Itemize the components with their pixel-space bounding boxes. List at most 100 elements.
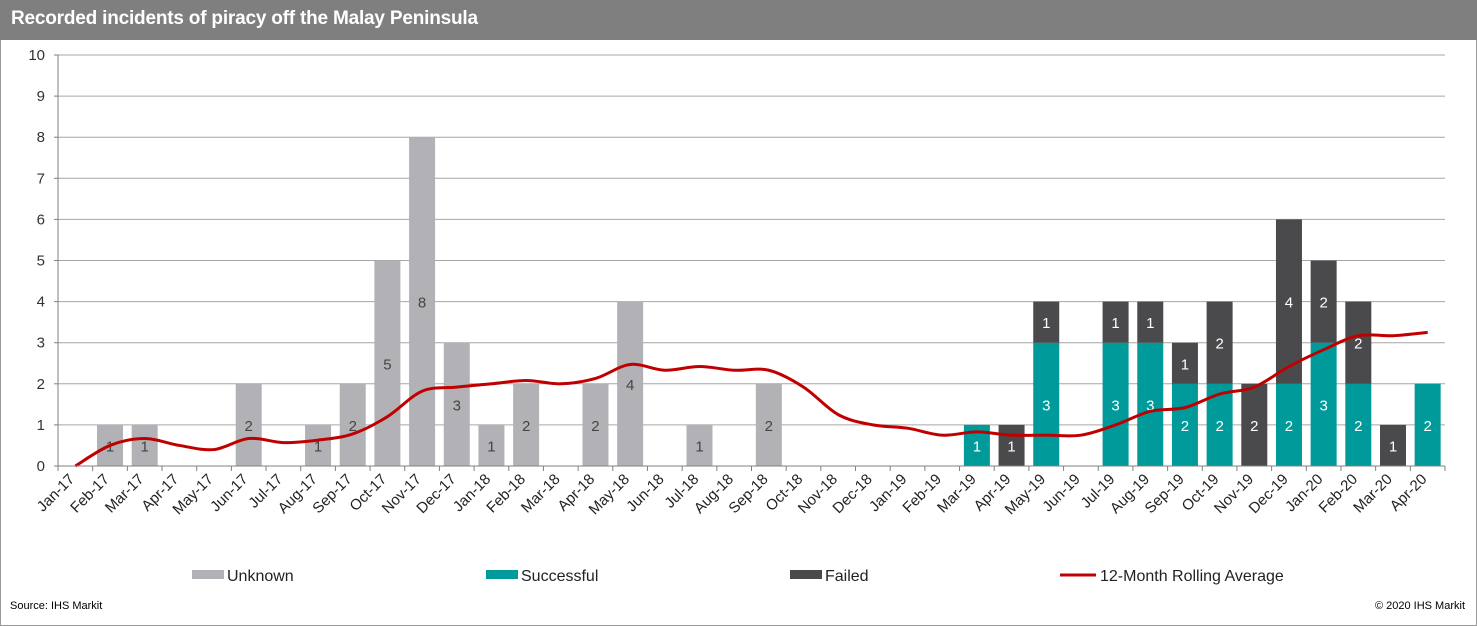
- x-tick-label: Sep-17: [309, 471, 355, 517]
- bar-unknown: [582, 383, 609, 466]
- bar-data-label: 2: [1354, 336, 1362, 353]
- bar-failed: [998, 424, 1025, 466]
- bar-successful: [1345, 383, 1372, 466]
- bar-unknown: [235, 383, 262, 466]
- legend-label: 12-Month Rolling Average: [1100, 568, 1284, 585]
- bar-data-label: 1: [695, 438, 703, 455]
- bar-data-label: 2: [1354, 418, 1362, 435]
- y-tick-label: 10: [28, 47, 45, 64]
- bar-data-label: 3: [1042, 397, 1050, 414]
- legend-label: Successful: [521, 568, 598, 585]
- bar-data-label: 1: [1146, 315, 1154, 332]
- bar-data-label: 4: [1285, 295, 1293, 312]
- bar-failed: [1241, 383, 1268, 466]
- x-tick-label: Dec-19: [1246, 471, 1292, 517]
- bar-unknown: [755, 383, 782, 466]
- x-tick-label: Dec-18: [829, 471, 875, 517]
- bar-successful: [1171, 383, 1198, 466]
- y-tick-label: 0: [37, 458, 45, 475]
- x-tick-label: Jun-18: [623, 471, 667, 515]
- bar-successful: [1310, 342, 1337, 466]
- legend-label: Unknown: [227, 568, 294, 585]
- y-tick-label: 1: [37, 417, 45, 434]
- bar-failed: [1345, 301, 1372, 384]
- bar-failed: [1310, 260, 1337, 343]
- bar-data-label: 2: [765, 418, 773, 435]
- y-tick-label: 2: [37, 376, 45, 393]
- bar-data-label: 2: [1285, 418, 1293, 435]
- bar-data-label: 2: [1181, 418, 1189, 435]
- x-tick-label: Sep-19: [1142, 471, 1188, 517]
- bar-data-label: 3: [1111, 397, 1119, 414]
- x-tick-label: Dec-17: [413, 471, 459, 517]
- x-tick-label: Sep-18: [725, 471, 771, 517]
- y-tick-label: 3: [37, 335, 45, 352]
- bar-data-label: 1: [1007, 438, 1015, 455]
- bar-unknown: [513, 383, 540, 466]
- bar-data-label: 8: [418, 295, 426, 312]
- source-note: Source: IHS Markit: [10, 600, 103, 612]
- bar-data-label: 2: [1215, 418, 1223, 435]
- bar-data-label: 1: [487, 438, 495, 455]
- x-tick-label: Mar-19: [934, 471, 980, 517]
- bar-failed: [1033, 301, 1060, 343]
- bar-data-label: 3: [453, 397, 461, 414]
- bar-failed: [1171, 342, 1198, 384]
- y-tick-label: 6: [37, 211, 45, 228]
- bar-failed: [1379, 424, 1406, 466]
- bar-unknown: [443, 342, 470, 466]
- bar-data-label: 1: [1181, 356, 1189, 373]
- copyright-note: © 2020 IHS Markit: [1374, 600, 1465, 612]
- bar-data-label: 2: [522, 418, 530, 435]
- bar-unknown: [339, 383, 366, 466]
- bar-data-label: 1: [973, 438, 981, 455]
- rolling-average-line: [74, 330, 1428, 468]
- bar-failed: [1275, 219, 1302, 384]
- legend-label: Failed: [825, 568, 869, 585]
- legend-swatch-unknown: [192, 570, 224, 579]
- bar-failed: [1102, 301, 1129, 343]
- x-tick-label: Jun-17: [207, 471, 251, 515]
- bar-unknown: [686, 424, 713, 466]
- bar-unknown: [478, 424, 505, 466]
- bar-data-label: 2: [349, 418, 357, 435]
- title-bar: Recorded incidents of piracy off the Mal…: [0, 0, 1477, 40]
- bar-data-label: 1: [141, 438, 149, 455]
- bar-data-label: 4: [626, 377, 634, 394]
- bar-successful: [1414, 383, 1441, 466]
- y-tick-label: 4: [37, 294, 45, 311]
- bar-data-label: 3: [1319, 397, 1327, 414]
- bar-data-label: 2: [1250, 418, 1258, 435]
- bar-data-label: 5: [383, 356, 391, 373]
- bar-data-label: 1: [1042, 315, 1050, 332]
- bar-successful: [1102, 342, 1129, 466]
- bar-data-label: 3: [1146, 397, 1154, 414]
- bar-data-label: 1: [1111, 315, 1119, 332]
- bar-data-label: 2: [1319, 295, 1327, 312]
- bar-failed: [1137, 301, 1164, 343]
- x-tick-label: Apr-20: [1387, 471, 1431, 515]
- legend: Unknown Successful Failed 12-Month Rolling …: [192, 568, 1284, 585]
- bar-data-label: 2: [245, 418, 253, 435]
- bar-failed: [1206, 301, 1233, 384]
- y-tick-label: 7: [37, 170, 45, 187]
- y-tick-label: 9: [37, 88, 45, 105]
- bar-unknown: [409, 137, 436, 466]
- bar-unknown: [131, 424, 158, 466]
- bar-unknown: [305, 424, 332, 466]
- legend-swatch-successful: [486, 570, 518, 579]
- bar-data-label: 2: [1215, 336, 1223, 353]
- bar-data-label: 2: [591, 418, 599, 435]
- bar-successful: [1033, 342, 1060, 466]
- bar-unknown: [374, 260, 401, 466]
- legend-swatch-failed: [790, 570, 822, 579]
- bar-data-label: 1: [1389, 438, 1397, 455]
- rolling-average-line-group: [74, 330, 1428, 468]
- x-tick-label: Jun-19: [1039, 471, 1083, 515]
- bar-unknown: [617, 301, 644, 466]
- x-tick-label: Mar-17: [102, 471, 148, 517]
- y-tick-label: 5: [37, 253, 45, 270]
- x-tick-label: Mar-20: [1350, 471, 1396, 517]
